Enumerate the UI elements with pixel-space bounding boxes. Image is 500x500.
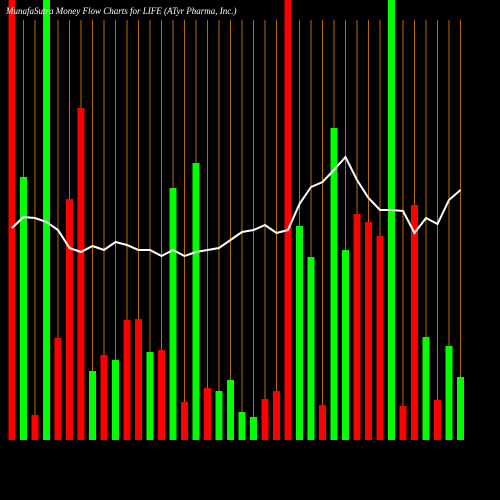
bar — [388, 0, 395, 440]
bar — [399, 406, 407, 440]
bar — [457, 377, 464, 440]
bar — [238, 412, 246, 440]
bar — [123, 320, 131, 440]
bar — [319, 405, 326, 440]
bar — [192, 163, 200, 440]
bar — [181, 402, 188, 440]
bar — [342, 250, 349, 440]
bar — [250, 417, 257, 440]
bar — [445, 346, 453, 440]
bar — [169, 188, 177, 440]
bar — [77, 108, 85, 440]
bar — [100, 355, 108, 440]
bar — [158, 350, 165, 440]
bar — [43, 0, 50, 440]
bar — [227, 380, 234, 440]
money-flow-line — [11, 155, 462, 258]
bar — [261, 399, 269, 440]
bar — [215, 391, 223, 440]
bar — [353, 214, 361, 440]
bar — [273, 391, 280, 440]
bar — [376, 236, 384, 440]
bar — [204, 388, 211, 440]
bar — [284, 0, 292, 440]
bar — [330, 128, 338, 440]
bar — [54, 338, 62, 440]
bar — [422, 337, 430, 440]
bar — [135, 319, 142, 440]
bar — [365, 222, 372, 440]
chart-title: MunafaSutra Money Flow Charts for LIFE (… — [5, 6, 236, 16]
bar — [66, 199, 73, 440]
bar — [307, 257, 315, 440]
bar — [411, 205, 418, 440]
bar — [146, 352, 154, 440]
bar — [31, 415, 39, 440]
bar — [20, 177, 27, 440]
bar — [89, 371, 96, 440]
bar — [8, 0, 16, 440]
bar — [296, 226, 303, 440]
bar — [112, 360, 119, 440]
bar — [434, 400, 441, 440]
